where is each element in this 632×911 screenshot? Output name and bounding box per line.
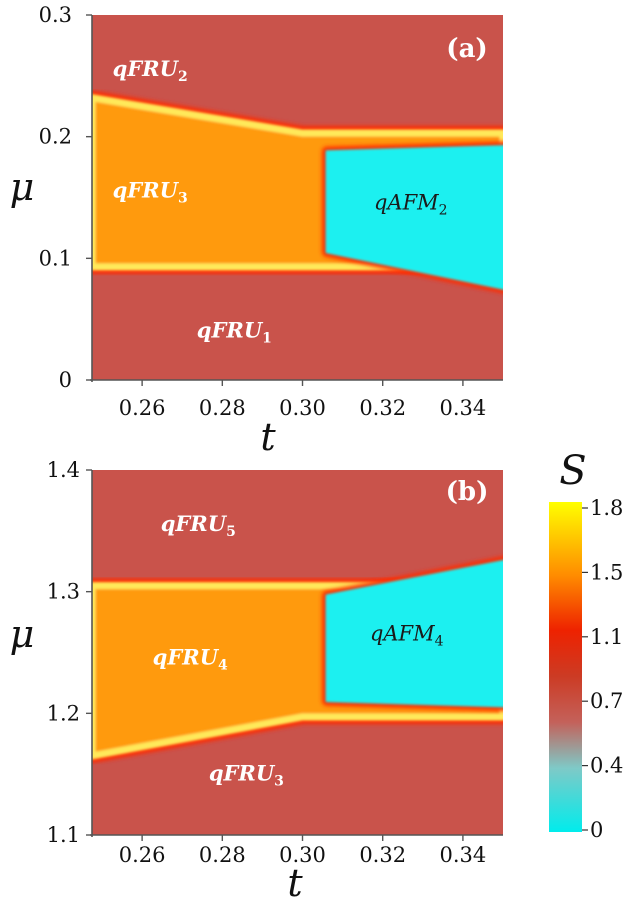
colorbar-tick-label: 1.1	[590, 625, 623, 649]
y-axis-label-b: μ	[10, 612, 35, 656]
region-label: qAFM2	[374, 191, 448, 219]
heatmap-a: qFRU2 qFRU3 qAFM2 qFRU1	[92, 15, 503, 380]
x-tick-label: 0.32	[359, 843, 406, 867]
x-tick-label: 0.32	[359, 396, 406, 420]
x-tick-label: 0.34	[440, 843, 487, 867]
region-label: qFRU2	[113, 56, 188, 85]
y-tick-label: 1.2	[47, 701, 80, 725]
x-tick-label: 0.28	[199, 396, 246, 420]
heatmap-fields	[92, 15, 503, 380]
colorbar-tick-label: 0.4	[590, 754, 623, 778]
y-tick-label: 1.4	[47, 458, 80, 482]
region-label: qAFM4	[370, 621, 444, 649]
x-axis-label-a: t	[260, 415, 276, 459]
x-tick-label: 0.30	[279, 843, 326, 867]
region-label: qFRU4	[153, 645, 228, 674]
panel-label-a: (a)	[446, 34, 487, 64]
axes-a: 0.26 0.28 0.30 0.32 0.34 0 0.1 0.2 0.3	[39, 3, 503, 420]
y-tick-label: 1.3	[47, 580, 80, 604]
x-tick-label: 0.34	[440, 396, 487, 420]
region-label: qFRU5	[161, 511, 236, 540]
colorbar-tick-label: 1.5	[590, 560, 623, 584]
y-axis-label-a: μ	[10, 165, 35, 209]
panel-label-b: (b)	[446, 477, 489, 507]
region-label: qFRU1	[197, 317, 272, 346]
x-tick-label: 0.28	[199, 843, 246, 867]
x-tick-label: 0.26	[119, 396, 166, 420]
region-cyan	[325, 145, 503, 290]
colorbar: S 1.8 1.5 1.1 0.7 0.4 0	[549, 448, 623, 842]
heatmap-fields	[92, 470, 503, 835]
y-tick-label: 0.2	[39, 125, 72, 149]
colorbar-ticks: 1.8 1.5 1.1 0.7 0.4 0	[582, 496, 623, 842]
axes-b: 0.26 0.28 0.30 0.32 0.34 1.1 1.2 1.3 1.4	[47, 458, 503, 867]
colorbar-tick-label: 0	[590, 818, 603, 842]
panel-b: qFRU5 qFRU4 qAFM4 qFRU3 0.26 0.28 0.30 0.32 0.3…	[10, 458, 503, 905]
y-tick-label: 0	[59, 368, 72, 392]
x-tick-label: 0.26	[119, 843, 166, 867]
heatmap-b: qFRU5 qFRU4 qAFM4 qFRU3	[92, 470, 503, 835]
y-tick-label: 0.3	[39, 3, 72, 27]
region-cyan	[325, 559, 503, 708]
colorbar-title: S	[559, 448, 586, 494]
region-label: qFRU3	[209, 760, 284, 789]
colorbar-bar	[549, 502, 582, 832]
colorbar-tick-label: 1.8	[590, 496, 623, 520]
x-tick-label: 0.30	[279, 396, 326, 420]
region-label: qFRU3	[113, 178, 188, 207]
colorbar-tick-label: 0.7	[590, 689, 623, 713]
y-tick-label: 0.1	[39, 246, 72, 270]
y-tick-label: 1.1	[47, 823, 80, 847]
x-axis-label-b: t	[287, 861, 303, 905]
